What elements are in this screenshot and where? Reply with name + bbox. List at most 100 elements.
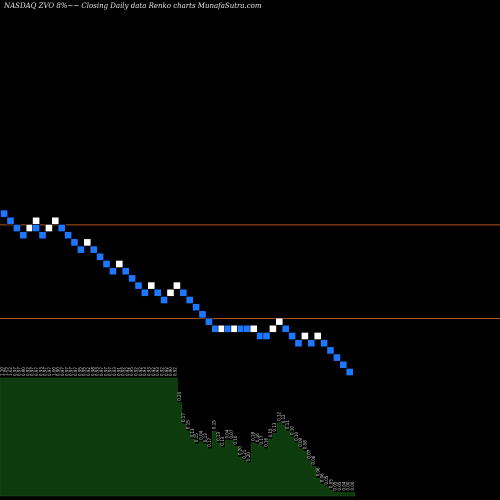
volume-label: 0.05 (324, 475, 329, 484)
volume-label: 0.17 (207, 437, 212, 446)
volume-label: 0.97 (47, 367, 52, 376)
renko-brick-down (128, 274, 136, 283)
renko-brick-down (153, 288, 162, 297)
renko-brick-down (179, 288, 188, 297)
volume-label: 0.91 (116, 367, 121, 376)
renko-brick-up (300, 332, 309, 340)
renko-brick-down (19, 231, 28, 240)
renko-brick-down (32, 224, 40, 232)
volume-label: 0.07 (229, 429, 234, 438)
volume-label: 0.17 (181, 413, 186, 422)
renko-brick-down (57, 224, 66, 232)
volume-label: 0.10 (294, 432, 299, 441)
volume-label: 0.04 (341, 481, 346, 490)
renko-brick-up (313, 332, 322, 340)
volume-label: 0.97 (73, 367, 78, 376)
volume-label: 0.97 (60, 367, 65, 376)
reference-lines (0, 224, 500, 319)
renko-brick-down (77, 245, 85, 254)
renko-brick-down (205, 317, 213, 326)
chart-title: NASDAQ ZVO 8%~~ Closing Daily data Renko… (4, 2, 262, 10)
renko-brick-down (121, 267, 130, 276)
volume-label: 0.08 (302, 440, 307, 449)
volume-label: 0.13 (220, 436, 225, 445)
volume-label: 0.00 (346, 481, 351, 490)
volume-label: 0.04 (224, 429, 229, 438)
volume-label: 0.12 (281, 414, 286, 423)
renko-brick-down (134, 281, 143, 290)
volume-label: 0.15 (211, 420, 216, 429)
renko-brick-down (70, 238, 79, 247)
volume-label: 0.98 (90, 367, 95, 376)
volume-label: 0.90 (56, 367, 61, 376)
volume-label: 0.92 (134, 367, 139, 376)
renko-brick-down (320, 339, 328, 348)
renko-brick-down (13, 224, 21, 232)
volume-label: 0.06 (320, 473, 325, 482)
renko-bricks (0, 209, 354, 376)
volume-label: 0.97 (17, 367, 22, 376)
volume-label: 0.21 (242, 449, 247, 458)
renko-brick-down (96, 252, 104, 261)
renko-brick-down (326, 346, 335, 355)
volume-label: 0.93 (155, 367, 160, 376)
volume-label: 0.11 (285, 420, 290, 429)
renko-brick-up (268, 324, 277, 333)
volume-label: 0.05 (328, 479, 333, 488)
volume-label: 0.93 (95, 367, 100, 376)
volume-label: 0.13 (190, 428, 195, 437)
volume-label: 0.92 (151, 367, 156, 376)
renko-brick-up (166, 288, 175, 297)
volume-label: 0.17 (259, 435, 264, 444)
volume-label: 0.97 (34, 367, 39, 376)
volume-label: 0.07 (307, 449, 312, 458)
volume-label: 0.95 (82, 367, 87, 376)
renko-brick-down (198, 310, 207, 319)
volume-label: 0.97 (64, 367, 69, 376)
volume-label: 0.97 (30, 367, 35, 376)
volume-label: 0.13 (272, 422, 277, 431)
volume-labels: 1.10 1.05 1.02 0.97 0.97 0.90 0.92 0.97 0.97 0.93… (0, 367, 355, 491)
volume-label: 0.93 (147, 367, 152, 376)
volume-label: 0.92 (160, 367, 165, 376)
volume-label: 0.15 (194, 433, 199, 442)
volume-label: 0.92 (86, 367, 91, 376)
volume-label: 0.10 (233, 435, 238, 444)
volume-label: 0.95 (129, 367, 134, 376)
volume-label: 0.13 (216, 432, 221, 441)
renko-brick-down (38, 231, 47, 240)
renko-brick-up (147, 281, 156, 290)
volume-label: 0.90 (21, 367, 26, 376)
volume-label: 0.20 (177, 391, 182, 400)
renko-brick-up (83, 238, 92, 247)
volume-label: 0.93 (112, 367, 117, 376)
volume-label: 0.97 (99, 367, 104, 376)
renko-brick-down (64, 231, 72, 240)
volume-label: 0.93 (142, 367, 147, 376)
renko-brick-down (89, 245, 98, 254)
volume-label: 0.97 (43, 367, 48, 376)
renko-brick-up (32, 216, 40, 225)
volume-label: 0.18 (250, 432, 255, 441)
renko-brick-down (294, 339, 303, 348)
volume-area (0, 377, 356, 497)
volume-label: 0.92 (173, 367, 178, 376)
volume-label: 1.02 (8, 367, 13, 376)
volume-label: 0.05 (333, 481, 338, 490)
volume-label: 0.06 (315, 467, 320, 476)
renko-brick-down (0, 209, 8, 218)
volume-label: 0.04 (199, 430, 204, 439)
renko-brick-down (345, 368, 354, 376)
volume-label: 0.97 (103, 367, 108, 376)
volume-label: 0.97 (69, 367, 74, 376)
volume-label: 0.09 (298, 437, 303, 446)
renko-brick-down (332, 353, 341, 362)
renko-brick-down (339, 360, 348, 369)
renko-brick-down (307, 339, 316, 348)
renko-brick-down (185, 296, 194, 304)
renko-brick-down (262, 332, 271, 340)
volume-label: 0.92 (138, 367, 143, 376)
volume-label: 1.05 (4, 367, 9, 376)
